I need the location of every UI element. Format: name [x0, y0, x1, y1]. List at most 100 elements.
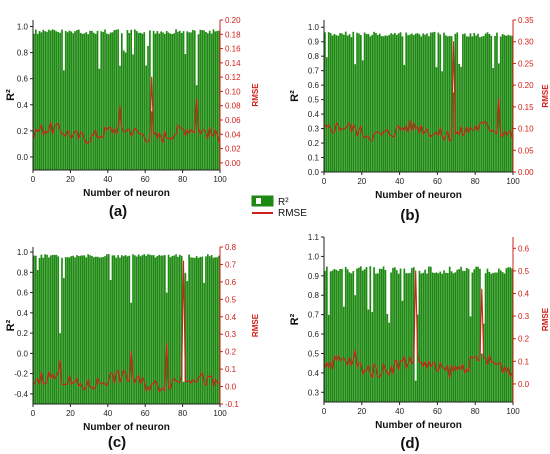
r2-bar — [462, 34, 464, 172]
r2-bar — [352, 31, 355, 173]
r2-bar — [416, 314, 419, 402]
y-right-tick-label: 0.00 — [518, 168, 534, 177]
r2-bar — [79, 255, 82, 404]
r2-bar — [205, 256, 207, 404]
r2-bar — [100, 31, 103, 170]
r2-bar — [460, 266, 462, 402]
r2-bar — [115, 257, 118, 404]
r2-bar — [384, 35, 387, 172]
x-tick-label: 40 — [395, 407, 404, 416]
r2-bar — [416, 33, 419, 173]
r2-bar — [107, 254, 110, 404]
r2-bar — [375, 273, 377, 402]
r2-bar — [337, 35, 340, 172]
r2-bar — [102, 31, 104, 170]
r2-bar — [76, 255, 78, 404]
r2-bar — [145, 255, 147, 404]
r2-bar — [456, 32, 459, 172]
r2-bar — [363, 32, 366, 173]
x-tick-label: 100 — [213, 409, 227, 418]
y-right-tick-label: 0.4 — [518, 290, 530, 299]
r2-bar — [106, 254, 108, 404]
x-tick-label: 40 — [103, 409, 112, 418]
y-right-tick-label: 0.12 — [225, 73, 241, 82]
r2-bar — [169, 33, 172, 171]
r2-bar — [137, 254, 140, 404]
rmse-line — [324, 41, 513, 143]
r2-bar — [325, 266, 328, 402]
r2-bar — [51, 29, 54, 171]
r2-bar — [152, 254, 155, 404]
y-tick-label: 0.2 — [17, 329, 29, 338]
r2-bar — [214, 257, 217, 404]
r2-bar — [358, 33, 360, 172]
r2-bar — [184, 54, 187, 170]
y-axis-label: R² — [5, 89, 17, 101]
r2-bar — [180, 255, 183, 404]
r2-bar — [169, 257, 172, 404]
r2-bar — [81, 255, 84, 404]
panel-b: 0 20 40 60 80 100 0.0 0.1 0.2 0.3 0.4 0.5 0.6 0.7 0.8 0… — [289, 16, 550, 224]
r2-bar — [203, 282, 205, 404]
r2-bar — [94, 256, 97, 404]
r2-bar — [479, 268, 481, 402]
r2-bar — [92, 32, 95, 170]
r2-bar — [445, 272, 447, 402]
y-axis-right-label: RMSE — [541, 307, 550, 331]
r2-bar — [477, 33, 479, 173]
r2-bar — [212, 257, 215, 404]
r2-bar — [132, 254, 134, 404]
r2-bar — [505, 268, 508, 402]
r2-bar — [405, 32, 408, 173]
r2-bar — [324, 32, 326, 172]
r2-bar — [205, 31, 207, 171]
x-tick-label: 80 — [471, 407, 480, 416]
r2-bar — [341, 33, 343, 173]
y-right-tick-label: 0.16 — [225, 45, 241, 54]
r2-bar — [480, 36, 483, 173]
x-axis-label: Number of neuron — [375, 190, 462, 201]
r2-bar — [124, 52, 127, 171]
r2-bar — [163, 255, 166, 404]
x-axis-label: Number of neuron — [83, 188, 170, 199]
r2-bar — [120, 33, 123, 170]
r2-bar — [392, 267, 394, 402]
r2-bar — [452, 92, 455, 172]
r2-bar — [354, 64, 357, 172]
r2-bar — [386, 314, 389, 402]
y-tick-label: 0.0 — [17, 349, 29, 358]
r2-bar — [454, 272, 457, 402]
r2-bar — [450, 36, 453, 173]
r2-bar — [405, 273, 408, 402]
r2-bar — [156, 31, 159, 170]
r2-bar — [367, 309, 370, 402]
y-right-tick-label: 0.5 — [518, 267, 530, 276]
r2-bar — [452, 273, 455, 402]
r2-bar — [91, 30, 93, 170]
r2-bar — [175, 254, 177, 404]
r2-bar — [107, 34, 110, 170]
r2-bar — [477, 266, 479, 402]
r2-bar — [382, 266, 385, 402]
rmse-line — [324, 270, 513, 379]
r2-bar — [171, 256, 174, 404]
r2-bar — [494, 272, 496, 402]
r2-bar — [145, 65, 147, 170]
x-tick-label: 100 — [213, 175, 227, 184]
y-right-tick-label: 0.7 — [225, 260, 237, 269]
r2-bar — [46, 254, 48, 404]
y-tick-label: 0.6 — [308, 81, 320, 90]
r2-bar — [412, 35, 415, 173]
r2-bar — [365, 34, 368, 172]
r2-bar — [77, 29, 80, 170]
r2-bar — [150, 111, 153, 170]
r2-bar — [475, 266, 477, 402]
r2-bar — [96, 256, 99, 404]
r2-bar — [390, 33, 392, 173]
r2-bar — [79, 32, 82, 170]
r2-bar — [113, 30, 116, 170]
r2-bar — [435, 272, 438, 402]
y-tick-label: 0.2 — [17, 127, 29, 136]
r2-bar — [188, 254, 190, 404]
